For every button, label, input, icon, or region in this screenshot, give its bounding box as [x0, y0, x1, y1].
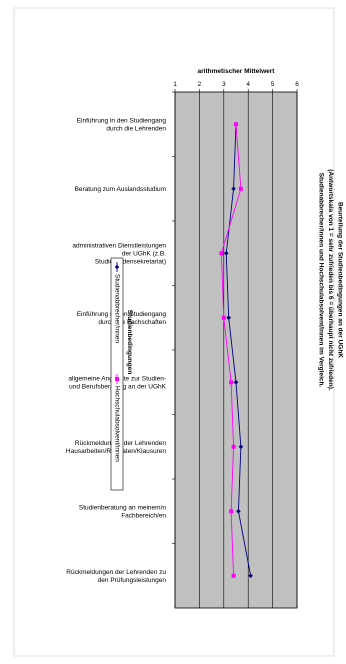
x-axis-title: arithmetischer Mittelwert — [198, 68, 276, 75]
x-tick-label: 3 — [222, 81, 226, 88]
series-line — [220, 124, 242, 576]
y-tick-label: Beratung zum Auslandsstudium — [75, 185, 166, 192]
point — [236, 508, 241, 514]
legend-label: Studienabbrecher/innen — [113, 274, 120, 343]
y-tick-label: Studienberatung an meinem/n Fachbereich/e… — [79, 504, 166, 519]
x-tick-label: 1 — [173, 81, 177, 88]
y-tick-label: Einführung in den Studiengang durch die L… — [77, 117, 167, 132]
point — [226, 315, 231, 321]
point — [231, 186, 236, 192]
x-tick-label: 5 — [271, 81, 275, 88]
chart-title: Beurteilung der Studienbedingungen an de… — [318, 169, 344, 391]
x-tick-label: 2 — [198, 81, 202, 88]
point — [114, 264, 120, 270]
point — [238, 444, 244, 450]
x-tick-label: 4 — [246, 81, 250, 88]
y-tick-label: administrativen Dienstleistungen der UGhK… — [72, 242, 166, 265]
point — [223, 250, 229, 256]
legend-label: Hochschulabsolvent/innen — [113, 386, 120, 462]
plot-area — [174, 91, 298, 609]
point — [219, 251, 224, 256]
legend: Studienabbrecher/innen Hochschulabsolvent… — [110, 257, 124, 491]
point — [231, 444, 236, 449]
series-line — [225, 124, 252, 576]
frame — [13, 7, 335, 657]
point — [231, 573, 236, 578]
point — [229, 380, 234, 385]
point — [248, 573, 253, 579]
point — [221, 315, 226, 320]
point — [229, 509, 234, 514]
x-tick-label: 6 — [295, 81, 299, 88]
y-tick-label: Rückmeldungen der Lehrenden zu den Prüfun… — [66, 568, 166, 583]
y-axis-title: Studienbedingungen — [126, 310, 133, 375]
point — [234, 122, 238, 127]
point — [115, 377, 119, 381]
point — [238, 186, 243, 191]
point — [233, 379, 239, 385]
